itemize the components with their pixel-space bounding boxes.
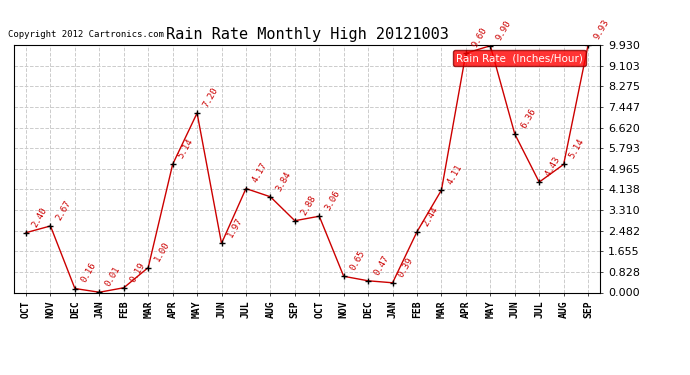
- Title: Rain Rate Monthly High 20121003: Rain Rate Monthly High 20121003: [166, 27, 448, 42]
- Text: 3.84: 3.84: [275, 170, 293, 193]
- Text: 9.93: 9.93: [592, 18, 611, 41]
- Text: 0.65: 0.65: [348, 249, 366, 272]
- Text: Copyright 2012 Cartronics.com: Copyright 2012 Cartronics.com: [8, 30, 164, 39]
- Text: 0.16: 0.16: [79, 261, 97, 284]
- Text: 7.20: 7.20: [201, 86, 220, 109]
- Text: 4.43: 4.43: [543, 155, 562, 178]
- Text: 2.44: 2.44: [421, 204, 440, 228]
- Text: 1.00: 1.00: [152, 240, 171, 263]
- Text: 4.11: 4.11: [446, 163, 464, 186]
- Text: 0.01: 0.01: [104, 265, 122, 288]
- Text: 2.40: 2.40: [30, 206, 49, 228]
- Text: 5.14: 5.14: [568, 137, 586, 160]
- Text: 0.47: 0.47: [373, 254, 391, 277]
- Text: 3.06: 3.06: [324, 189, 342, 212]
- Text: 6.36: 6.36: [519, 107, 538, 130]
- Text: 1.97: 1.97: [226, 216, 244, 239]
- Text: 9.60: 9.60: [470, 26, 489, 49]
- Text: 5.14: 5.14: [177, 137, 195, 160]
- Text: 0.39: 0.39: [397, 255, 415, 279]
- Text: 2.67: 2.67: [55, 199, 73, 222]
- Text: 0.19: 0.19: [128, 261, 146, 284]
- Legend: Rain Rate  (Inches/Hour): Rain Rate (Inches/Hour): [453, 50, 586, 66]
- Text: 9.90: 9.90: [495, 18, 513, 42]
- Text: 2.88: 2.88: [299, 194, 317, 216]
- Text: 4.17: 4.17: [250, 161, 268, 184]
